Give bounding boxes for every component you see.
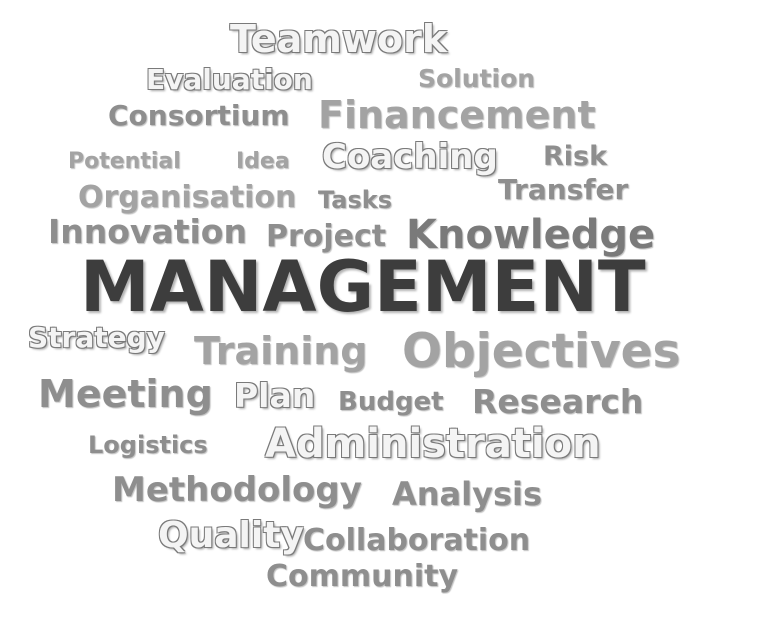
word-innovation: Innovation <box>48 212 247 251</box>
word-objectives: Objectives <box>402 324 681 379</box>
word-transfer: Transfer <box>498 173 629 206</box>
word-solution: Solution <box>418 64 536 93</box>
word-research: Research <box>472 382 644 421</box>
word-plan: Plan <box>234 376 316 415</box>
word-potential: Potential <box>68 149 181 174</box>
word-organisation: Organisation <box>78 180 297 215</box>
word-analysis: Analysis <box>392 475 543 513</box>
word-meeting: Meeting <box>38 372 213 416</box>
word-project: Project <box>266 219 387 254</box>
word-consortium: Consortium <box>108 99 290 132</box>
word-strategy: Strategy <box>28 321 165 354</box>
word-training: Training <box>194 329 368 373</box>
word-administration: Administration <box>265 421 601 467</box>
word-risk: Risk <box>543 141 608 172</box>
word-evaluation: Evaluation <box>146 63 313 96</box>
word-collaboration: Collaboration <box>303 523 531 558</box>
word-teamwork: Teamwork <box>230 17 448 61</box>
word-methodology: Methodology <box>112 470 362 510</box>
word-idea: Idea <box>236 149 290 174</box>
word-community: Community <box>266 559 459 594</box>
word-coaching: Coaching <box>322 137 498 177</box>
word-management: MANAGEMENT <box>80 246 646 328</box>
word-tasks: Tasks <box>318 186 393 214</box>
word-quality: Quality <box>158 515 304 556</box>
word-knowledge: Knowledge <box>406 212 656 258</box>
word-budget: Budget <box>338 387 444 417</box>
word-logistics: Logistics <box>88 431 208 459</box>
word-financement: Financement <box>318 93 596 137</box>
